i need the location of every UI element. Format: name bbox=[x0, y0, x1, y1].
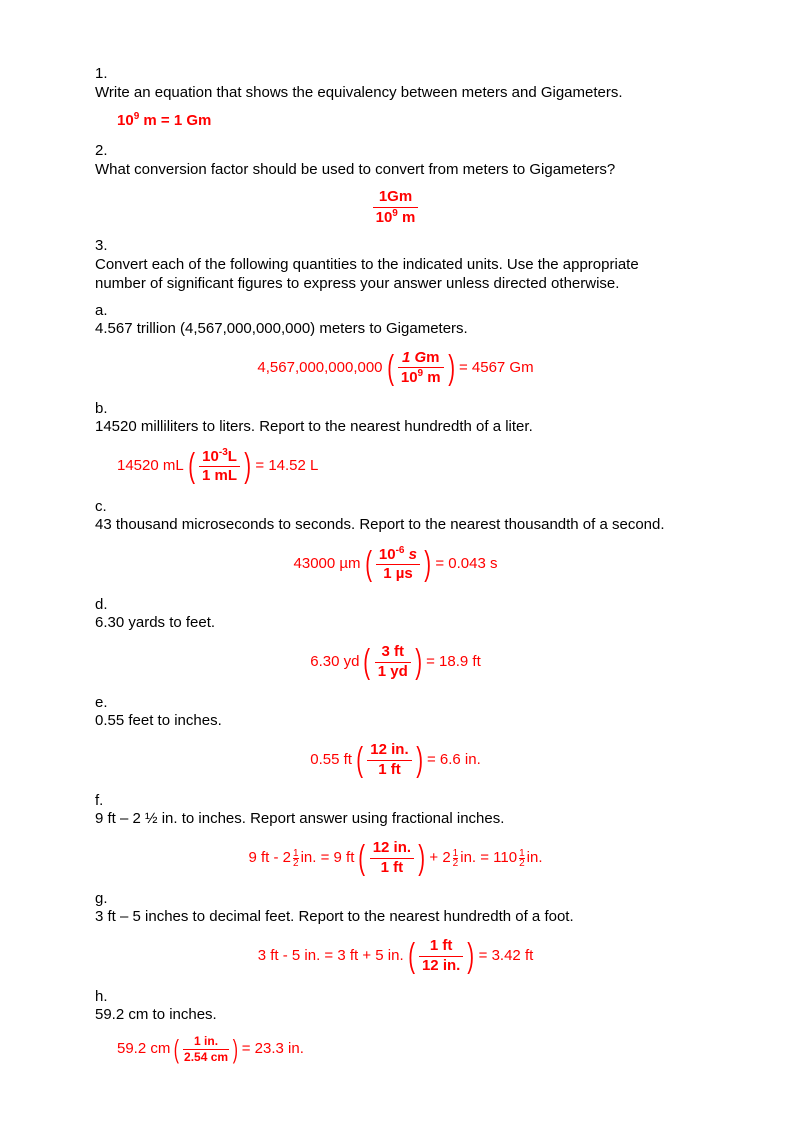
question-b: b. 14520 milliliters to liters. Report t… bbox=[95, 400, 696, 438]
paren-right-icon: ) bbox=[416, 739, 423, 782]
paren-right-icon: ) bbox=[244, 445, 251, 488]
qf-mid: + 2 bbox=[429, 849, 450, 868]
qg-fraction: 1 ft 12 in. bbox=[419, 937, 463, 976]
paren-left-icon: ( bbox=[188, 445, 195, 488]
question-c: c. 43 thousand microseconds to seconds. … bbox=[95, 498, 696, 536]
q2-fraction: 1Gm 109 m bbox=[373, 188, 419, 228]
half-fraction: 12 bbox=[293, 849, 299, 868]
q3-text: Convert each of the following quantities… bbox=[95, 256, 674, 294]
qe-fraction: 12 in. 1 ft bbox=[367, 741, 411, 780]
question-1: 1. Write an equation that shows the equi… bbox=[95, 65, 696, 103]
paren-right-icon: ) bbox=[418, 837, 425, 880]
qf-end: in. bbox=[527, 849, 543, 868]
qd-answer: 6.30 yd ( 3 ft 1 yd ) = 18.9 ft bbox=[95, 641, 696, 684]
paren-left-icon: ( bbox=[387, 347, 394, 390]
qd-text: 6.30 yards to feet. bbox=[95, 614, 674, 633]
qd-result: = 18.9 ft bbox=[426, 653, 481, 672]
q1-text: Write an equation that shows the equival… bbox=[95, 84, 674, 103]
qc-letter: c. bbox=[95, 498, 117, 517]
paren-left-icon: ( bbox=[356, 739, 363, 782]
paren-left-icon: ( bbox=[365, 543, 372, 586]
qg-lhs: 3 ft - 5 in. = 3 ft + 5 in. bbox=[258, 947, 404, 966]
q2-frac-bot: 109 m bbox=[373, 208, 419, 228]
qc-answer: 43000 µm ( 10-6 s 1 µs ) = 0.043 s bbox=[95, 543, 696, 586]
question-e: e. 0.55 feet to inches. bbox=[95, 694, 696, 732]
qb-letter: b. bbox=[95, 400, 117, 419]
q1-answer: 109 m = 1 Gm bbox=[117, 111, 696, 131]
question-3: 3. Convert each of the following quantit… bbox=[95, 237, 696, 293]
qc-result: = 0.043 s bbox=[435, 555, 497, 574]
paren-left-icon: ( bbox=[364, 641, 371, 684]
qh-lhs: 59.2 cm bbox=[117, 1040, 170, 1059]
qc-lhs: 43000 µm bbox=[294, 555, 361, 574]
qg-letter: g. bbox=[95, 890, 117, 909]
paren-right-icon: ) bbox=[424, 543, 431, 586]
paren-left-icon: ( bbox=[359, 837, 366, 880]
qf-letter: f. bbox=[95, 792, 117, 811]
q2-num: 2. bbox=[95, 142, 117, 161]
qe-result: = 6.6 in. bbox=[427, 751, 481, 770]
paren-right-icon: ) bbox=[468, 935, 475, 978]
question-h: h. 59.2 cm to inches. bbox=[95, 988, 696, 1026]
qf-mid-b: in. = 110 bbox=[460, 849, 517, 868]
qb-lhs: 14520 mL bbox=[117, 457, 184, 476]
question-a: a. 4.567 trillion (4,567,000,000,000) me… bbox=[95, 302, 696, 340]
qd-lhs: 6.30 yd bbox=[310, 653, 359, 672]
qd-letter: d. bbox=[95, 596, 117, 615]
q1-num: 1. bbox=[95, 65, 117, 84]
paren-left-icon: ( bbox=[174, 1033, 179, 1066]
question-g: g. 3 ft – 5 inches to decimal feet. Repo… bbox=[95, 890, 696, 928]
qf-text: 9 ft – 2 ½ in. to inches. Report answer … bbox=[95, 810, 674, 829]
qh-text: 59.2 cm to inches. bbox=[95, 1006, 674, 1025]
qb-result: = 14.52 L bbox=[255, 457, 318, 476]
paren-right-icon: ) bbox=[415, 641, 422, 684]
qg-result: = 3.42 ft bbox=[479, 947, 534, 966]
qc-text: 43 thousand microseconds to seconds. Rep… bbox=[95, 516, 674, 535]
q3-num: 3. bbox=[95, 237, 117, 256]
question-f: f. 9 ft – 2 ½ in. to inches. Report answ… bbox=[95, 792, 696, 830]
paren-right-icon: ) bbox=[233, 1033, 238, 1066]
qh-result: = 23.3 in. bbox=[242, 1040, 304, 1059]
paren-left-icon: ( bbox=[408, 935, 415, 978]
qg-answer: 3 ft - 5 in. = 3 ft + 5 in. ( 1 ft 12 in… bbox=[95, 935, 696, 978]
qf-lhs-b: in. = 9 ft bbox=[301, 849, 355, 868]
qh-answer: 59.2 cm ( 1 in. 2.54 cm ) = 23.3 in. bbox=[117, 1033, 696, 1066]
qf-fraction: 12 in. 1 ft bbox=[370, 839, 414, 878]
question-d: d. 6.30 yards to feet. bbox=[95, 596, 696, 634]
qh-letter: h. bbox=[95, 988, 117, 1007]
qb-fraction: 10-3L 1 mL bbox=[199, 447, 240, 487]
half-fraction: 12 bbox=[453, 849, 459, 868]
q2-answer: 1Gm 109 m bbox=[95, 188, 696, 228]
qa-result: = 4567 Gm bbox=[459, 359, 534, 378]
qf-answer: 9 ft - 2 12 in. = 9 ft ( 12 in. 1 ft ) +… bbox=[95, 837, 696, 880]
qe-lhs: 0.55 ft bbox=[310, 751, 352, 770]
qb-text: 14520 milliliters to liters. Report to t… bbox=[95, 418, 674, 437]
paren-right-icon: ) bbox=[448, 347, 455, 390]
qg-text: 3 ft – 5 inches to decimal feet. Report … bbox=[95, 908, 674, 927]
qe-letter: e. bbox=[95, 694, 117, 713]
q1-ans-pre: 10 bbox=[117, 112, 134, 129]
qh-fraction: 1 in. 2.54 cm bbox=[183, 1034, 229, 1065]
qe-answer: 0.55 ft ( 12 in. 1 ft ) = 6.6 in. bbox=[95, 739, 696, 782]
qe-text: 0.55 feet to inches. bbox=[95, 712, 674, 731]
qd-fraction: 3 ft 1 yd bbox=[375, 643, 411, 682]
half-fraction: 12 bbox=[519, 849, 525, 868]
q2-text: What conversion factor should be used to… bbox=[95, 161, 674, 180]
qa-answer: 4,567,000,000,000 ( 1 Gm 109 m ) = 4567 … bbox=[95, 347, 696, 390]
qa-fraction: 1 Gm 109 m bbox=[398, 349, 444, 389]
qa-letter: a. bbox=[95, 302, 117, 321]
qf-lhs-a: 9 ft - 2 bbox=[248, 849, 291, 868]
q2-frac-top: 1Gm bbox=[373, 188, 419, 208]
q1-ans-suf: m = 1 Gm bbox=[139, 112, 211, 129]
question-2: 2. What conversion factor should be used… bbox=[95, 142, 696, 180]
qb-answer: 14520 mL ( 10-3L 1 mL ) = 14.52 L bbox=[117, 445, 696, 488]
qa-lhs: 4,567,000,000,000 bbox=[257, 359, 382, 378]
qc-fraction: 10-6 s 1 µs bbox=[376, 545, 420, 585]
qa-text: 4.567 trillion (4,567,000,000,000) meter… bbox=[95, 320, 674, 339]
